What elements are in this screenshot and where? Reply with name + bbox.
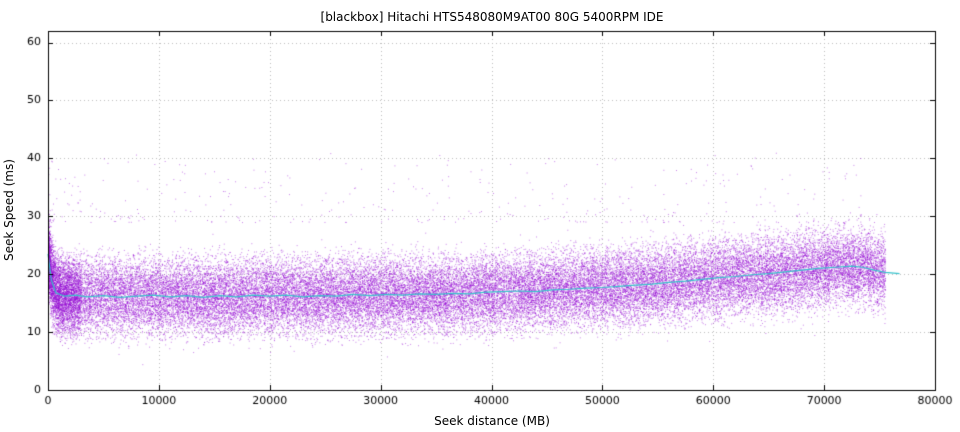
x-axis-label: Seek distance (MB) [434, 414, 550, 428]
chart-title: [blackbox] Hitachi HTS548080M9AT00 80G 5… [320, 10, 664, 24]
y-axis-label: Seek Speed (ms) [2, 159, 16, 261]
